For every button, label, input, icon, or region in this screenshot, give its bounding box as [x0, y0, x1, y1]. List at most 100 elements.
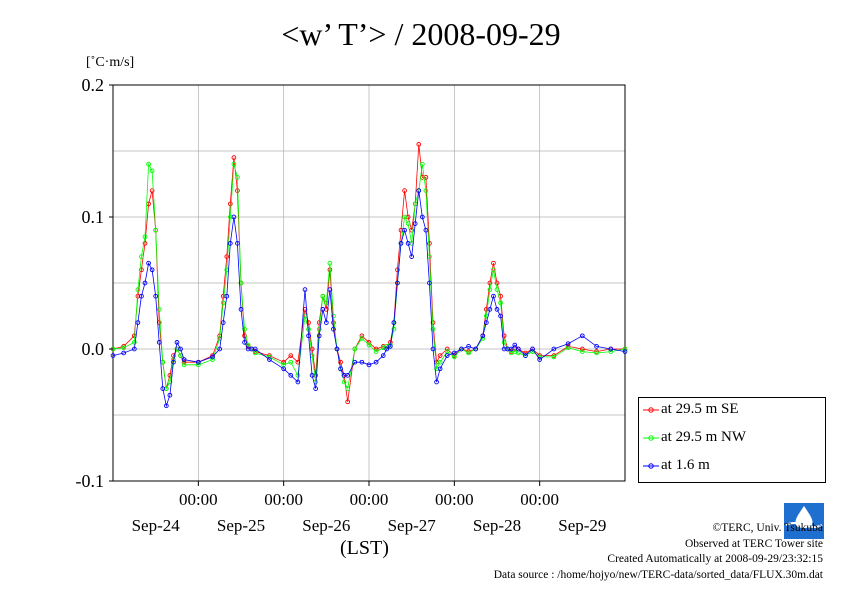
credit-copyright: ©TERC, Univ. Tsukuba	[712, 522, 823, 534]
data-point-s0	[366, 340, 372, 345]
data-point-s2	[224, 293, 230, 299]
data-point-s2	[167, 392, 173, 398]
data-point-s1	[405, 221, 411, 226]
data-point-s1	[242, 326, 247, 332]
data-point-s2	[160, 386, 166, 391]
legend-item-se: at 29.5 m SE	[639, 400, 825, 420]
data-point-s2	[530, 346, 535, 352]
data-point-s1	[402, 214, 407, 220]
legend-item-1-6m: at 1.6 m	[639, 456, 825, 476]
data-point-s2	[384, 346, 390, 352]
data-point-s2	[412, 221, 418, 226]
data-point-s1	[267, 354, 272, 360]
data-point-s2	[306, 333, 311, 339]
y-tick-label: 0.1	[82, 207, 105, 227]
data-point-s1	[437, 359, 443, 365]
data-point-s2	[480, 333, 486, 339]
x-tick-time-label: 00:00	[350, 490, 389, 509]
data-point-s1	[231, 161, 237, 167]
x-tick-time-label: 00:00	[435, 490, 474, 509]
data-point-s1	[491, 267, 496, 273]
data-point-s2	[320, 307, 326, 312]
data-point-s2	[171, 359, 176, 365]
data-point-s2	[419, 214, 425, 220]
data-point-s2	[334, 346, 340, 352]
x-tick-date-label: Sep-27	[388, 516, 437, 535]
y-tick-labels: 0.2 0.1 0.0 -0.1	[76, 75, 113, 491]
data-point-s2	[252, 346, 258, 352]
data-point-s2	[395, 280, 400, 286]
data-point-s0	[402, 188, 407, 193]
data-point-s2	[491, 293, 496, 299]
data-point-s2	[146, 260, 151, 266]
data-point-s2	[409, 254, 415, 259]
data-point-s2	[195, 359, 201, 365]
data-point-s1	[146, 161, 151, 167]
data-point-s2	[416, 188, 422, 193]
data-point-s2	[473, 346, 479, 352]
series-group	[110, 142, 628, 409]
data-point-s2	[487, 307, 493, 312]
data-point-s2	[466, 344, 471, 349]
x-tick-time-label: 00:00	[179, 490, 218, 509]
data-point-s2	[359, 359, 365, 365]
data-point-s1	[501, 340, 507, 345]
data-point-s0	[345, 399, 351, 405]
data-point-s1	[235, 175, 240, 180]
data-point-s2	[135, 320, 141, 325]
data-point-s1	[359, 336, 365, 341]
legend-swatch-1-6m	[643, 463, 659, 469]
data-point-s2	[302, 287, 308, 292]
data-point-s0	[281, 359, 287, 365]
legend-swatch-nw	[643, 435, 659, 441]
credit-created: Created Automatically at 2008-09-29/23:3…	[607, 553, 823, 565]
data-point-s2	[316, 333, 322, 339]
data-point-s1	[466, 350, 471, 356]
data-point-s2	[156, 340, 162, 345]
data-point-s2	[437, 366, 443, 372]
data-point-s2	[451, 350, 457, 356]
data-point-s2	[402, 227, 407, 233]
data-point-s0	[359, 333, 365, 339]
data-point-s2	[323, 320, 329, 325]
x-tick-date-label: Sep-26	[302, 516, 350, 535]
data-point-s1	[167, 379, 173, 385]
y-axis-unit: [˚C·m/s]	[86, 55, 135, 70]
x-tick-date-label: Sep-25	[217, 516, 265, 535]
data-point-s0	[338, 359, 343, 365]
data-point-s2	[391, 320, 397, 325]
data-point-s1	[153, 227, 159, 233]
data-point-s2	[565, 341, 571, 347]
data-point-s1	[142, 234, 148, 240]
data-point-s1	[594, 350, 599, 356]
data-point-s1	[423, 188, 429, 193]
data-point-s2	[295, 379, 301, 385]
data-point-s0	[288, 353, 294, 358]
data-point-s2	[121, 350, 127, 356]
data-point-s0	[409, 227, 415, 233]
data-point-s1	[430, 326, 436, 332]
legend-item-nw: at 29.5 m NW	[639, 428, 825, 448]
data-point-s0	[373, 346, 379, 352]
data-point-s0	[224, 254, 230, 259]
data-point-s1	[135, 287, 141, 292]
data-point-s1	[494, 287, 500, 292]
data-point-s2	[267, 357, 272, 362]
data-point-s2	[163, 403, 169, 409]
data-point-s1	[366, 342, 372, 348]
data-point-s2	[309, 373, 315, 378]
data-point-s0	[523, 350, 528, 356]
data-point-s2	[537, 357, 543, 362]
data-point-s1	[622, 346, 628, 352]
data-point-s2	[139, 293, 144, 299]
data-point-s2	[405, 241, 411, 246]
data-point-s2	[153, 293, 159, 299]
data-point-s2	[515, 346, 521, 352]
data-point-s2	[508, 346, 514, 352]
data-point-s0	[427, 241, 432, 246]
data-point-s1	[345, 386, 351, 391]
data-point-s1	[551, 354, 557, 360]
y-tick-label: -0.1	[76, 471, 105, 491]
